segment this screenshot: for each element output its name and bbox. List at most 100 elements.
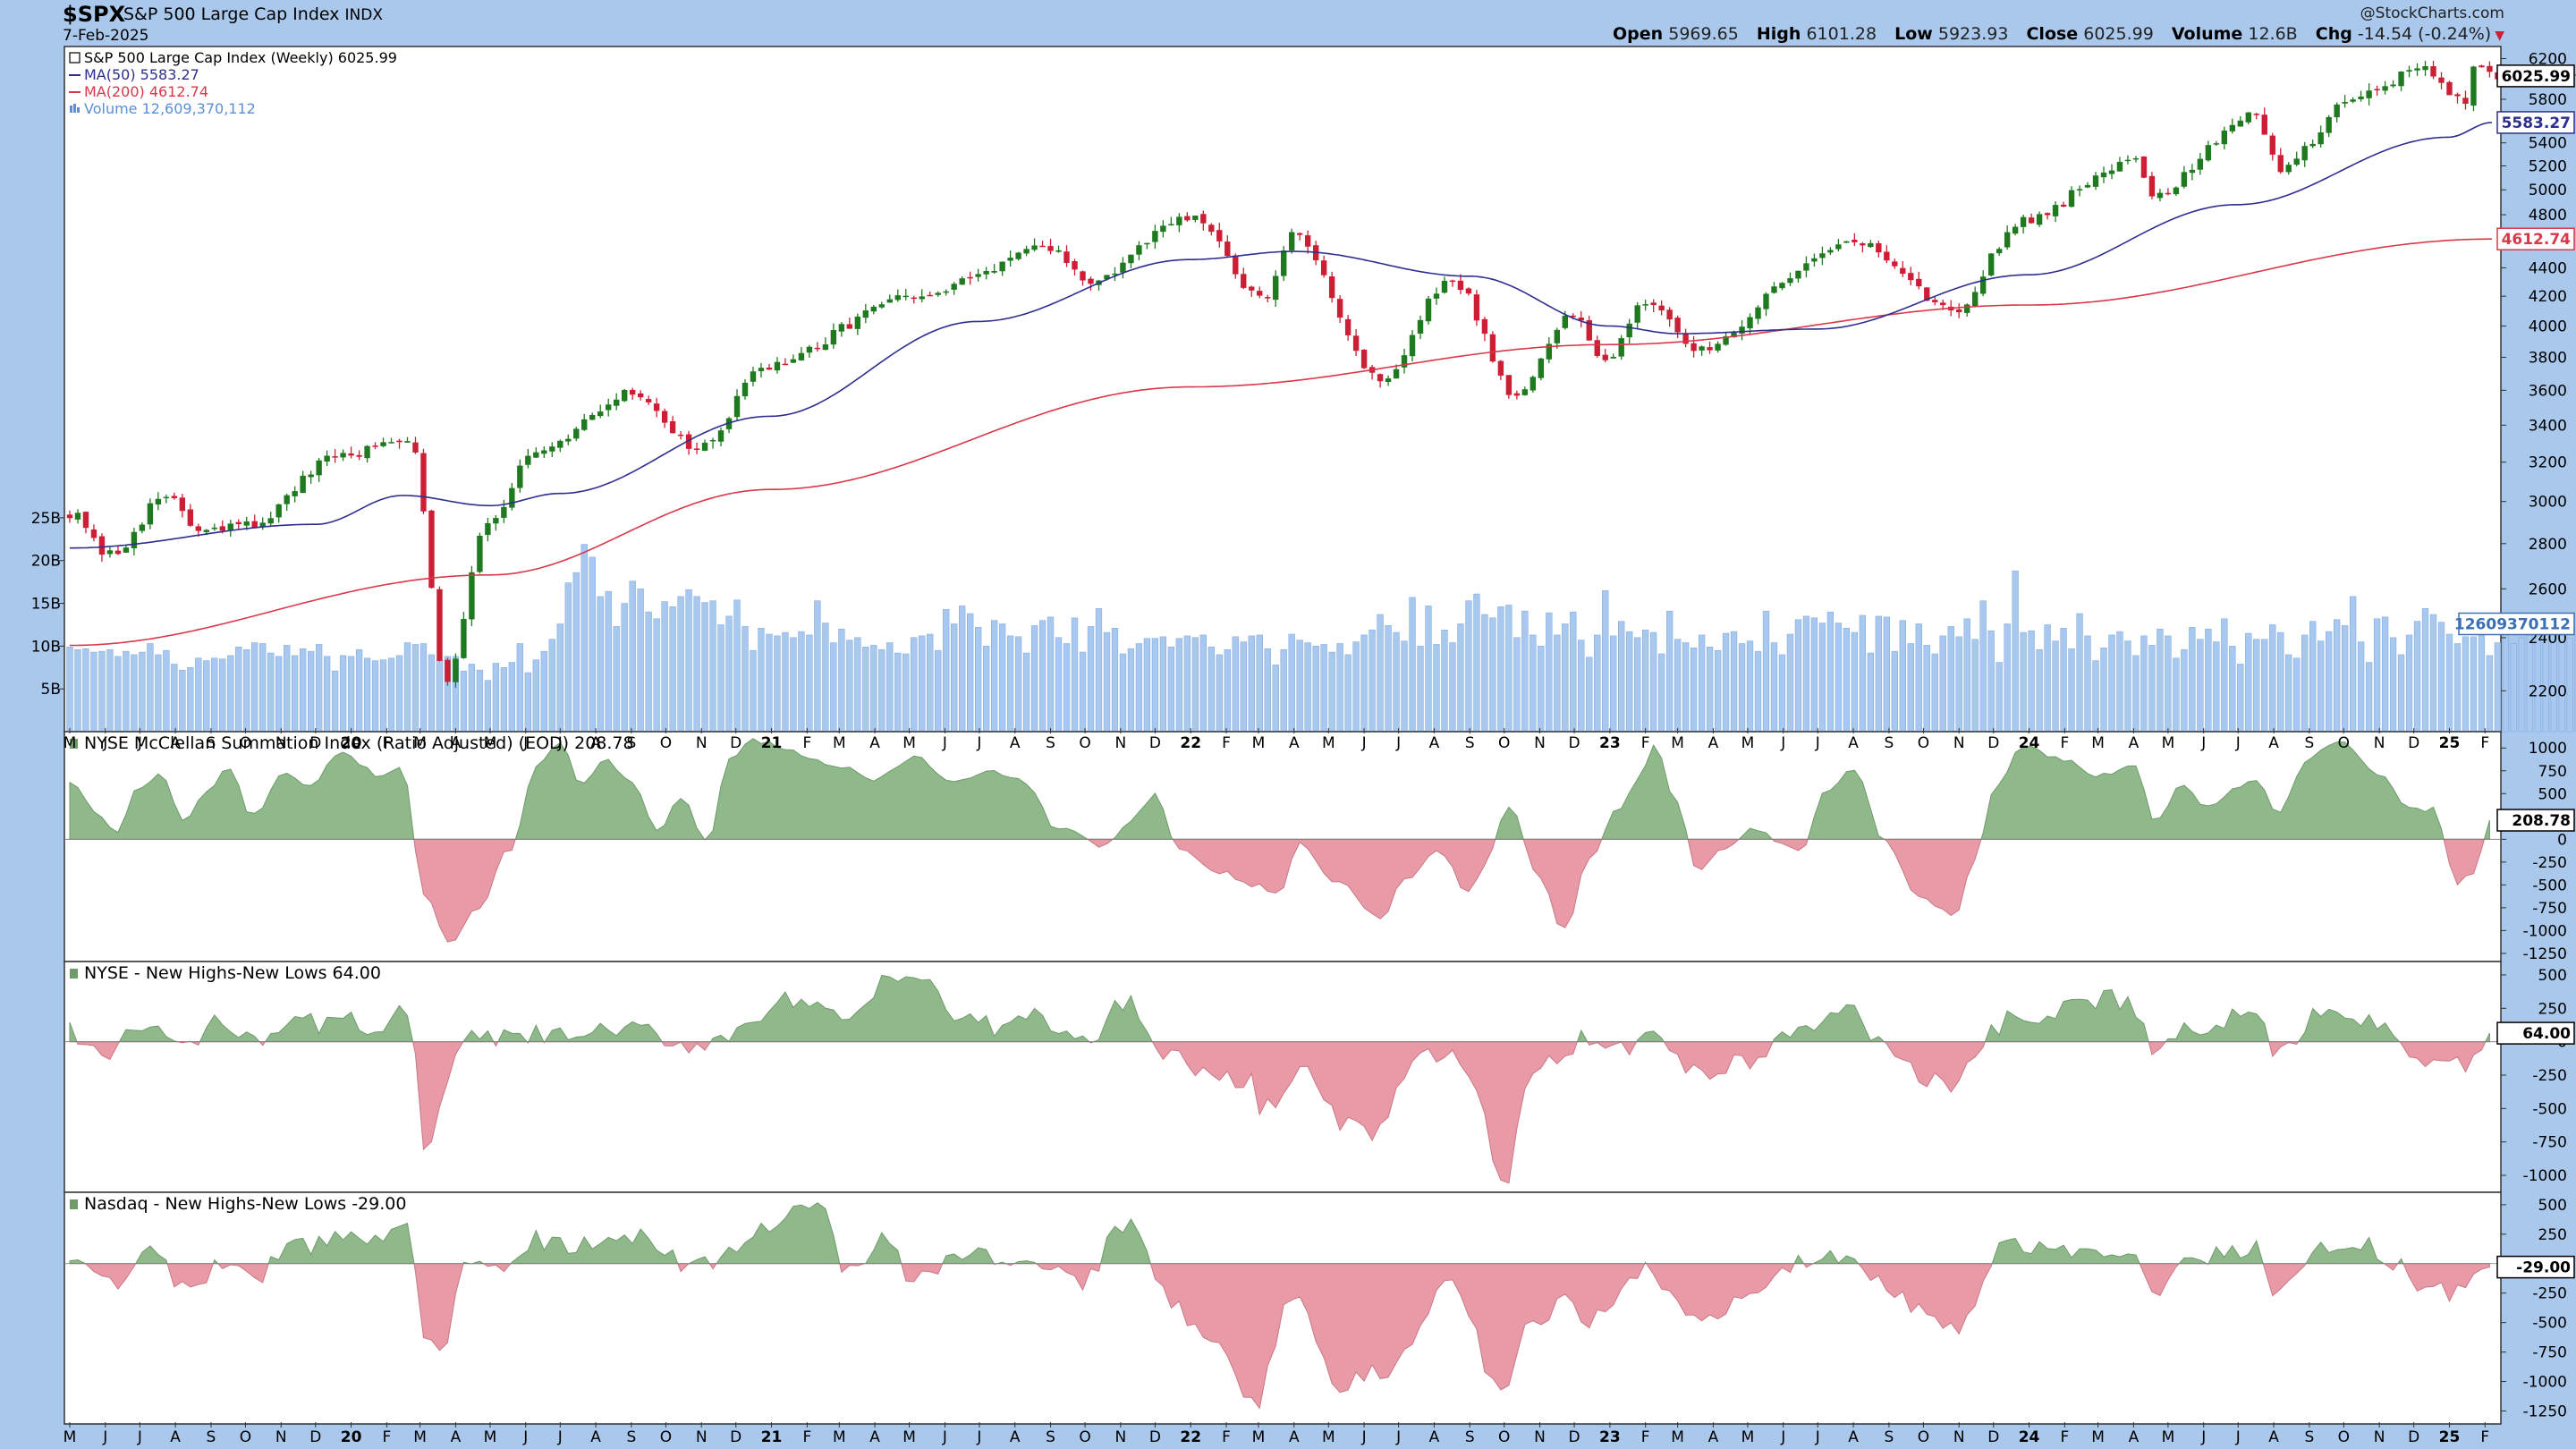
exchange-code: INDX — [344, 6, 384, 24]
nasdaq-hl-y-tick-label: -500 — [2532, 1315, 2567, 1333]
candle-up — [2076, 189, 2083, 191]
candle-down — [2462, 97, 2469, 105]
x-tick-label: J — [1780, 1428, 1785, 1446]
volume-bar — [1135, 643, 1143, 733]
candle-up — [1441, 280, 1448, 293]
candle-up — [774, 361, 781, 371]
candle-up — [1136, 245, 1142, 255]
x-tick-label: D — [309, 734, 321, 752]
volume-bar — [2318, 640, 2325, 733]
candle-down — [82, 512, 89, 529]
mcclellan-panel[interactable]: 10007505002500-250-500-750-1000-1250NYSE… — [64, 731, 2575, 963]
candle-down — [195, 526, 202, 531]
candle-down — [445, 659, 451, 682]
volume-bar — [1810, 617, 1818, 733]
candle-up — [1015, 252, 1021, 259]
candle-up — [1971, 292, 1979, 307]
volume-bar — [685, 589, 692, 733]
volume-bar — [1425, 606, 1432, 733]
x-tick-label: 23 — [1599, 734, 1621, 752]
volume-bar — [1224, 648, 1231, 733]
candle-up — [1104, 275, 1110, 280]
x-tick-label: J — [1815, 734, 1820, 752]
volume-bar — [886, 642, 894, 733]
volume-bar — [114, 656, 122, 733]
volume-bar — [2052, 640, 2059, 733]
volume-bar — [741, 626, 749, 733]
x-tick-label: S — [1884, 1428, 1894, 1446]
candle-up — [139, 524, 146, 531]
volume-bar — [1578, 640, 1585, 733]
stockcharts-credit[interactable]: @StockCharts.com — [2360, 4, 2504, 22]
volume-bar — [468, 664, 476, 733]
candle-up — [1819, 253, 1826, 258]
candle-up — [2084, 184, 2091, 188]
candle-down — [677, 434, 684, 436]
volume-bar — [131, 654, 138, 733]
volume-bar — [2100, 648, 2107, 733]
x-tick-label: N — [2374, 734, 2385, 752]
price-y-tick-label: 5400 — [2529, 135, 2567, 153]
candle-down — [927, 294, 933, 297]
volume-bar — [1818, 623, 1826, 733]
candle-down — [1088, 278, 1094, 284]
volume-bar — [951, 623, 958, 733]
candle-up — [1273, 275, 1279, 301]
candle-up — [2422, 65, 2428, 71]
candle-up — [991, 271, 997, 273]
x-tick-label: F — [382, 1428, 391, 1446]
candle-up — [1779, 283, 1785, 289]
ticker-symbol[interactable]: $SPX — [63, 2, 126, 27]
candle-up — [243, 521, 250, 526]
nasdaq-hl-negative-area — [69, 1263, 2490, 1410]
nasdaq-hl-y-tick-label: -250 — [2532, 1285, 2567, 1303]
volume-bar — [1095, 608, 1103, 733]
candle-down — [661, 411, 668, 423]
candle-up — [533, 452, 539, 458]
low-value: 5923.93 — [1937, 24, 2009, 44]
volume-bar — [1730, 631, 1738, 733]
nyse-hl-y-tick-label: 250 — [2538, 1000, 2567, 1018]
x-tick-label: A — [869, 734, 880, 752]
volume-bar — [1658, 653, 1665, 733]
candle-down — [1296, 233, 1303, 235]
candle-up — [2036, 214, 2043, 225]
volume-bar — [935, 649, 942, 733]
volume-bar — [2116, 631, 2123, 733]
volume-bar — [1883, 616, 1890, 733]
candle-up — [324, 455, 330, 462]
candle-down — [1690, 343, 1697, 352]
nasdaq-hl-y-tick-label: 500 — [2538, 1197, 2567, 1215]
volume-bar — [1103, 631, 1111, 733]
price-legend: S&P 500 Large Cap Index (Weekly) 6025.99… — [69, 49, 397, 117]
candle-up — [2382, 86, 2388, 91]
x-tick-label: M — [2091, 734, 2105, 752]
candle-down — [171, 496, 178, 499]
volume-bar — [1143, 638, 1151, 733]
volume-bar — [155, 654, 162, 733]
candle-up — [2406, 70, 2412, 72]
x-tick-label: A — [1708, 734, 1719, 752]
candle-down — [1320, 260, 1327, 275]
price-panel[interactable]: 25B20B15B10B5B62006000580056005400520050… — [31, 46, 2576, 733]
candle-down — [1570, 315, 1576, 318]
volume-bar — [1987, 630, 1995, 733]
x-tick-label: J — [2200, 1428, 2206, 1446]
candle-up — [1425, 298, 1432, 322]
x-tick-label: D — [2408, 734, 2419, 752]
volume-bar — [2341, 625, 2349, 733]
volume-bar — [524, 672, 531, 733]
x-tick-label: 20 — [341, 734, 362, 752]
candle-up — [275, 504, 282, 518]
candle-down — [2374, 89, 2380, 90]
price-y-tick-label: 4200 — [2529, 288, 2567, 306]
mcclellan-positive-area — [69, 738, 2490, 840]
x-tick-label: S — [1046, 1428, 1055, 1446]
candle-up — [1530, 377, 1537, 391]
candle-up — [2205, 145, 2212, 161]
volume-bar — [1698, 634, 1706, 733]
candle-down — [235, 521, 242, 525]
x-tick-label: J — [2235, 1428, 2241, 1446]
